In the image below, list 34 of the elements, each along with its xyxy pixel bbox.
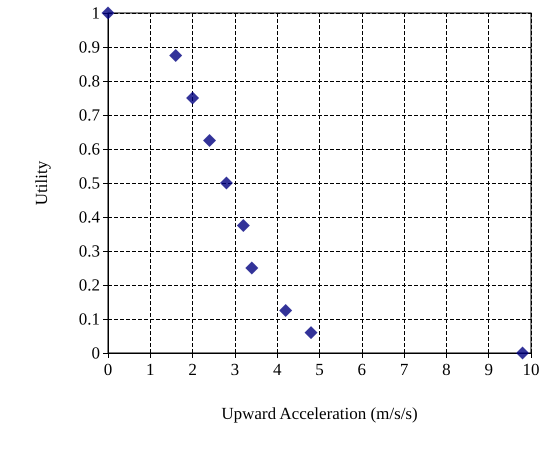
y-tick-label: 0.5 — [78, 174, 100, 192]
point — [186, 92, 200, 104]
x-tick-label: 5 — [315, 360, 324, 379]
x-tick-label: 7 — [400, 360, 409, 379]
y-tick-label: 0.9 — [78, 38, 100, 56]
x-tick-label: 4 — [272, 360, 282, 379]
x-axis-title: Upward Acceleration (m/s/s) — [221, 404, 418, 423]
point — [245, 262, 258, 274]
x-tick-label: 3 — [230, 360, 240, 379]
x-tick-label: 6 — [358, 360, 366, 379]
point — [304, 326, 318, 340]
y-tick-label: 0.1 — [78, 310, 100, 328]
point — [169, 49, 182, 62]
y-tick-label: 1 — [92, 4, 100, 22]
point — [516, 346, 530, 360]
x-tick-label: 10 — [522, 360, 540, 379]
y-tick-label: 0.3 — [78, 242, 100, 260]
y-tick-label: 0 — [92, 344, 100, 362]
y-tick-label: 0.2 — [78, 276, 100, 294]
x-tick-label: 8 — [442, 360, 451, 379]
y-tick-label: 0.8 — [78, 72, 100, 90]
point — [279, 304, 292, 317]
y-tick-label: 0.4 — [78, 208, 100, 226]
y-axis-title: Utility — [32, 160, 51, 206]
point — [236, 219, 250, 232]
x-tick-label: 2 — [188, 360, 197, 379]
x-tick-label: 9 — [484, 360, 493, 379]
x-tick-label: 0 — [104, 360, 112, 379]
point — [220, 176, 233, 190]
y-tick-label: 0.6 — [78, 140, 100, 158]
y-tick-label: 0.7 — [78, 106, 100, 124]
x-tick-label: 1 — [146, 360, 155, 379]
point — [203, 134, 216, 147]
point — [102, 6, 114, 20]
